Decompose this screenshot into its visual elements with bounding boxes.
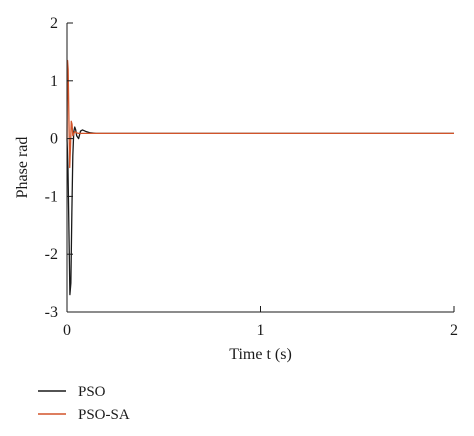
y-tick-label: 2 bbox=[50, 15, 58, 32]
x-tick-label: 1 bbox=[257, 322, 265, 339]
y-axis-label: Phase rad bbox=[14, 137, 31, 199]
axes: -3 -2 -1 0 1 2 0 1 2 bbox=[45, 15, 458, 339]
y-tick-label: 1 bbox=[50, 73, 58, 90]
plot-area bbox=[66, 59, 454, 296]
y-tick-label: -1 bbox=[45, 188, 58, 205]
x-tick-label: 0 bbox=[63, 322, 71, 339]
series-line-pso-sa bbox=[66, 59, 454, 169]
legend-label: PSO bbox=[78, 384, 106, 400]
y-tick-label: -3 bbox=[45, 304, 58, 321]
legend: PSO PSO-SA bbox=[38, 384, 130, 423]
x-axis-label: Time t (s) bbox=[229, 346, 292, 363]
y-tick-label: 0 bbox=[50, 131, 58, 148]
y-tick-label: -2 bbox=[45, 246, 58, 263]
legend-label: PSO-SA bbox=[78, 407, 130, 423]
series-line-pso bbox=[66, 126, 454, 296]
x-tick-label: 2 bbox=[450, 322, 458, 339]
